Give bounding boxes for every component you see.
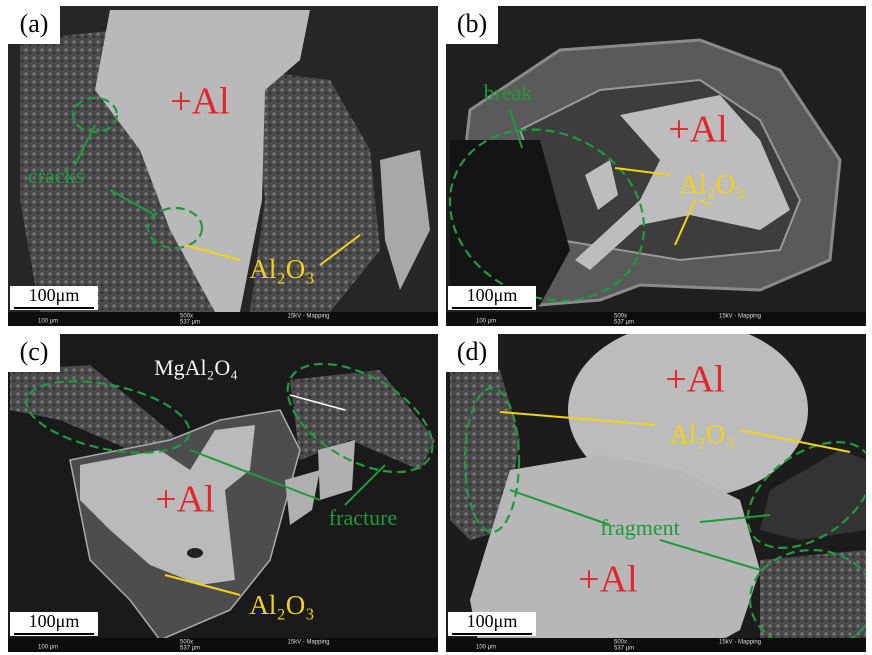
footer-strip [8, 312, 438, 326]
footer-text: 537 μm [614, 646, 634, 652]
annotation: Al₂O₃ [249, 254, 314, 284]
figure: +Al cracks Al₂O₃ break +Al Al₂O₃ MgAl₂O₄… [0, 0, 872, 655]
annotation: Al₂O₃ [249, 590, 314, 620]
annotation: +Al [668, 109, 727, 151]
footer-strip [446, 312, 866, 326]
annotation: cracks [28, 163, 84, 188]
footer-text: 15kV - Mapping [719, 640, 761, 646]
footer-text: 100 μm [38, 319, 58, 325]
footer-text: 100 μm [38, 645, 58, 651]
annotation: +Al [170, 81, 229, 123]
annotation: fracture [329, 505, 397, 530]
annotation: +Al [155, 479, 214, 521]
panel-label: (c) [20, 337, 49, 366]
panel-c [8, 334, 450, 652]
footer-strip [446, 638, 866, 652]
panel-label: (d) [457, 337, 487, 366]
footer-text: 537 μm [180, 646, 200, 652]
footer-text: 537 μm [614, 320, 634, 326]
panel-d [446, 322, 872, 652]
annotation: Al₂O₃ [679, 169, 744, 199]
panel-label: (b) [457, 9, 487, 38]
scale-bar-label: 100μm [29, 611, 80, 631]
scale-bar-label: 100μm [29, 285, 80, 305]
annotation: Al₂O₃ [669, 419, 734, 449]
footer-text: 100 μm [476, 319, 496, 325]
panel-b [422, 6, 866, 332]
scale-bar-label: 100μm [467, 611, 518, 631]
footer-text: 15kV - Mapping [719, 314, 761, 320]
footer-text: 15kV - Mapping [288, 640, 330, 646]
annotation: +Al [665, 359, 724, 401]
footer-text: 537 μm [180, 320, 200, 326]
footer-strip [8, 638, 438, 652]
annotation: break [484, 80, 533, 105]
annotation: fragment [600, 515, 679, 540]
scale-bar-label: 100μm [467, 285, 518, 305]
footer-text: 100 μm [476, 645, 496, 651]
annotation: MgAl₂O₄ [154, 355, 238, 380]
annotation: +Al [578, 559, 637, 601]
panel-label: (a) [20, 9, 49, 38]
footer-text: 15kV - Mapping [288, 314, 330, 320]
